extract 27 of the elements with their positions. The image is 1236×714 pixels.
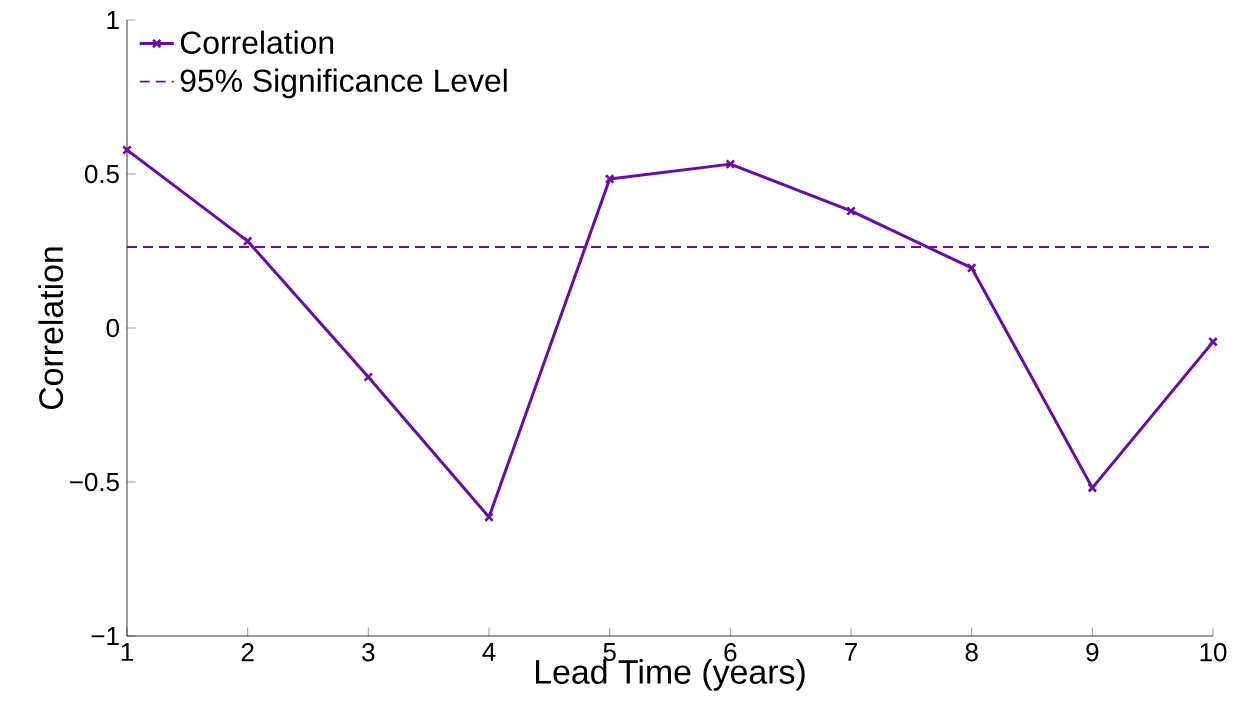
y-tick-label: −0.5 [70,472,119,492]
point [484,512,494,523]
point [1087,482,1098,493]
point [122,145,132,155]
point [725,159,736,170]
x-tick-label: 10 [1200,643,1227,662]
point [846,206,856,216]
y-tick-label: 0 [106,318,119,338]
y-tick-label: 0.5 [84,164,119,184]
point [1208,336,1218,347]
point [966,262,977,273]
x-tick-label: 9 [1086,643,1099,662]
x-tick-label: 3 [362,643,375,662]
point [604,173,615,184]
x-tick-label: 1 [121,643,133,661]
y-axis-title: Correlation [38,247,64,410]
x-tick-label: 8 [965,643,978,662]
point [363,372,374,382]
x-tick-label: 2 [241,643,254,662]
legend-label: 95% Significance Level [180,68,507,99]
x-tick-label: 7 [845,643,857,661]
y-tick-label: −1 [91,627,119,645]
x-tick-label: 5 [603,643,616,662]
legend-label: Correlation [180,30,334,54]
point [242,236,253,247]
x-tick-label: 4 [482,643,496,661]
y-tick-label: 1 [107,11,119,29]
